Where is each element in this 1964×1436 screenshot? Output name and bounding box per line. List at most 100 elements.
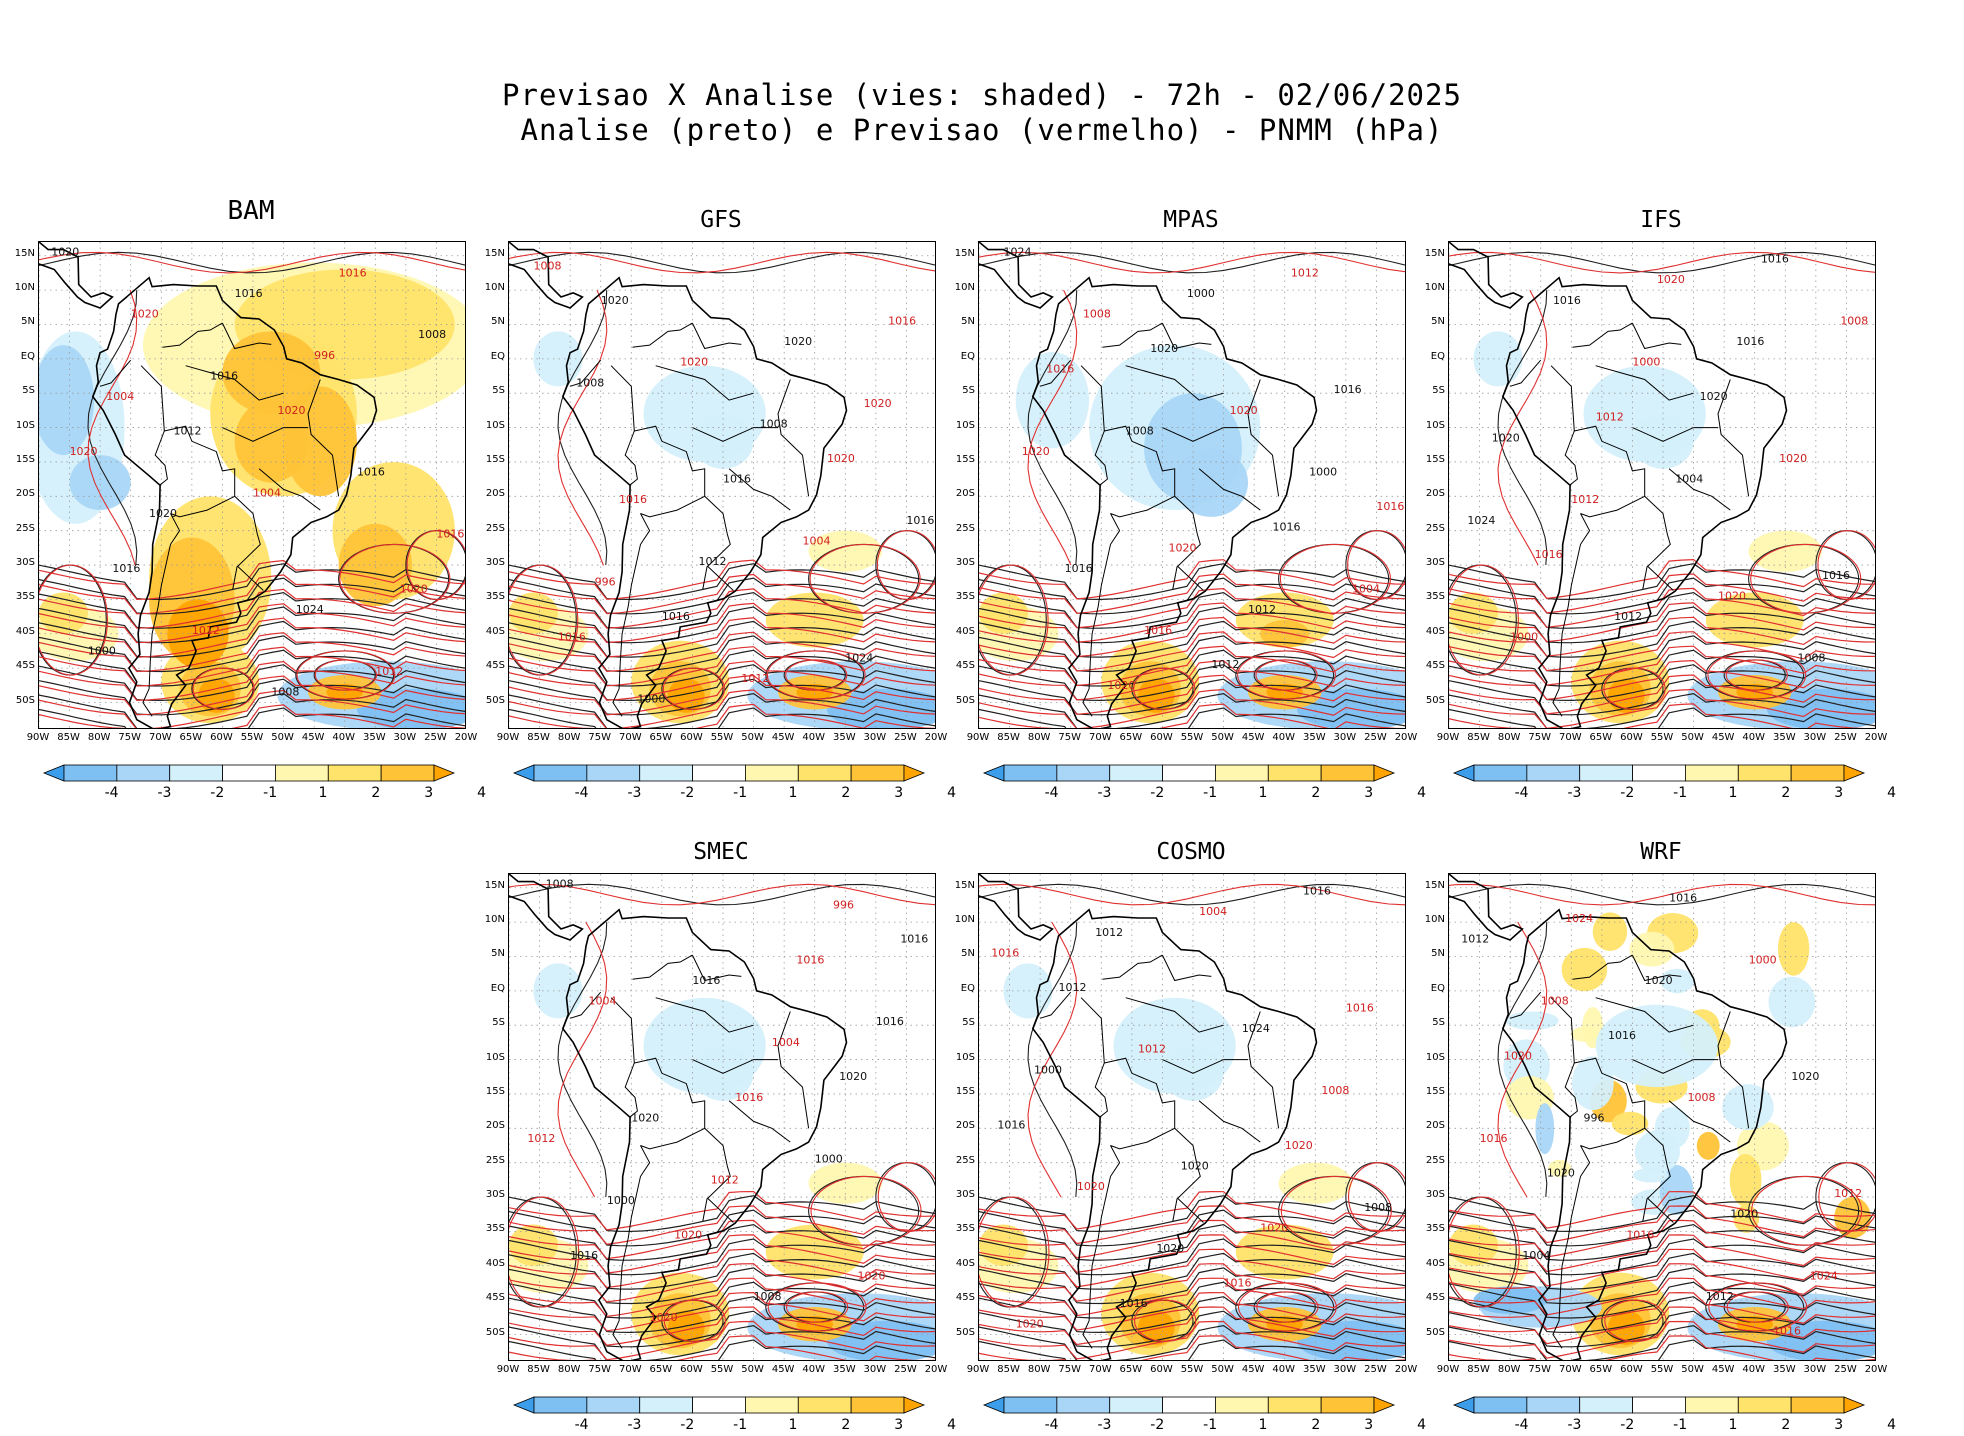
forecast-isobar	[509, 559, 935, 600]
lat-tick-label: 45S	[485, 660, 505, 672]
lon-tick-label: 40W	[1742, 732, 1766, 743]
coastline-central-america	[1449, 874, 1524, 941]
coastline-central-america	[509, 874, 584, 941]
colorbar-swatch	[63, 764, 118, 782]
lon-tick-label: 60W	[680, 732, 703, 743]
forecast-isobar	[509, 251, 935, 274]
lat-tick-label: 15S	[955, 453, 975, 465]
analysis-isobar	[39, 251, 465, 274]
forecast-isobar	[979, 559, 1405, 600]
lat-tick-label: 10S	[1425, 419, 1445, 431]
isobar-label: 1008	[1687, 1091, 1715, 1104]
lat-tick-label: 30S	[485, 1189, 505, 1201]
forecast-isobar	[1604, 1299, 1667, 1342]
isobar-label: 1004	[772, 1036, 800, 1049]
colorbar-swatch	[1215, 764, 1269, 782]
isobar-label: 1016	[1376, 500, 1404, 513]
forecast-isobar	[509, 689, 935, 728]
country-border	[1039, 991, 1072, 1019]
lon-tick-label: 70W	[1088, 1364, 1112, 1375]
country-border	[140, 365, 264, 591]
colorbar-swatch	[1473, 1396, 1528, 1414]
isobar-label: 1016	[906, 514, 934, 527]
lon-tick-label: 65W	[179, 732, 203, 743]
bias-shade	[1174, 448, 1249, 517]
forecast-isobar	[979, 688, 1405, 728]
country-border	[569, 359, 602, 387]
lat-tick-label: EQ	[1430, 982, 1445, 994]
panel-title-smec: SMEC	[693, 839, 749, 865]
forecast-isobar	[1449, 883, 1875, 906]
lat-tick-label: 35S	[1425, 1223, 1445, 1235]
lon-tick-label: 55W	[710, 1364, 734, 1375]
isobar-label: 1000	[607, 1194, 635, 1207]
bias-shade	[1561, 947, 1608, 992]
lon-tick-label: 30W	[863, 1364, 887, 1375]
lat-tick-label: 10N	[954, 282, 975, 294]
lon-tick-label: 20W	[924, 732, 948, 743]
bias-shade	[1634, 1130, 1680, 1174]
isobar-label: 1016	[1224, 1276, 1252, 1289]
lat-tick-label: 10S	[485, 419, 505, 431]
forecast-isobar	[1449, 674, 1875, 715]
analysis-isobar	[979, 563, 1405, 601]
country-border	[185, 365, 284, 401]
colorbar-tick-label: -1	[263, 785, 278, 801]
colorbar-swatch	[533, 1396, 588, 1414]
lat-tick-label: 5N	[491, 948, 505, 960]
country-border	[1110, 495, 1175, 518]
colorbar-swatch	[1320, 764, 1375, 782]
colorbar-swatch	[1162, 764, 1216, 782]
lat-tick-label: 30S	[955, 1189, 975, 1201]
analysis-isobar	[1449, 883, 1875, 906]
lon-tick-label: 55W	[1650, 732, 1674, 743]
colorbar-arrow-right	[433, 764, 456, 782]
forecast-isobar	[979, 1335, 1405, 1360]
lon-tick-label: 80W	[557, 732, 581, 743]
forecast-isobar	[1347, 530, 1405, 600]
isobar-label: 1016	[1480, 1132, 1508, 1145]
lat-tick-label: 40S	[1425, 625, 1445, 637]
isobar-label: 1016	[888, 314, 916, 327]
isobar-label: 1008	[533, 259, 561, 272]
country-border	[632, 322, 693, 348]
coastline-central-america	[1449, 242, 1524, 309]
colorbar-swatch	[850, 1396, 905, 1414]
map-panel-smec: 1020 1020 1016 1016 1016 1016 1020 1020 1016 1012…	[508, 873, 936, 1361]
isobar-label: 1012	[1834, 1187, 1862, 1200]
isobar-label: 1020	[149, 507, 177, 520]
analysis-isobar	[979, 620, 1405, 658]
isobar-label: 1012	[192, 624, 220, 637]
colorbar-tick-label: -3	[1097, 785, 1112, 801]
forecast-isobar	[39, 617, 465, 658]
lon-tick-label: 30W	[1333, 732, 1357, 743]
forecast-isobar	[979, 573, 1405, 614]
lat-tick-label: 5S	[962, 385, 975, 397]
country-border	[610, 365, 734, 591]
isobar-label: 1020	[650, 1311, 678, 1324]
coastline-south-america	[561, 276, 848, 728]
isobar-label: 1000	[815, 1153, 843, 1166]
analysis-isobar	[509, 1252, 935, 1290]
analysis-isobar	[1449, 707, 1875, 728]
forecast-isobar	[1449, 1335, 1875, 1360]
isobar-label: 1012	[1211, 658, 1239, 671]
country-border	[728, 468, 791, 511]
analysis-isobar	[979, 1281, 1405, 1319]
lat-tick-label: 45S	[955, 1292, 975, 1304]
lon-tick-label: 85W	[527, 732, 550, 743]
forecast-isobar	[1280, 1175, 1392, 1246]
isobar-label: 1020	[1107, 679, 1135, 692]
isobar-label: 1020	[70, 445, 98, 458]
lon-tick-label: 60W	[1150, 1364, 1173, 1375]
isobar-label: 1004	[1352, 583, 1380, 596]
colorbar-ifs	[1452, 764, 1866, 782]
lon-tick-label: 50W	[1211, 1364, 1234, 1375]
analysis-isobar	[509, 649, 935, 687]
lon-tick-label: 30W	[1333, 1364, 1357, 1375]
forecast-isobar	[39, 704, 465, 728]
bias-shade	[222, 331, 321, 414]
forecast-isobar	[509, 1219, 935, 1260]
colorbar-swatch	[1526, 764, 1581, 782]
colorbar-tick-label: -3	[157, 785, 172, 801]
